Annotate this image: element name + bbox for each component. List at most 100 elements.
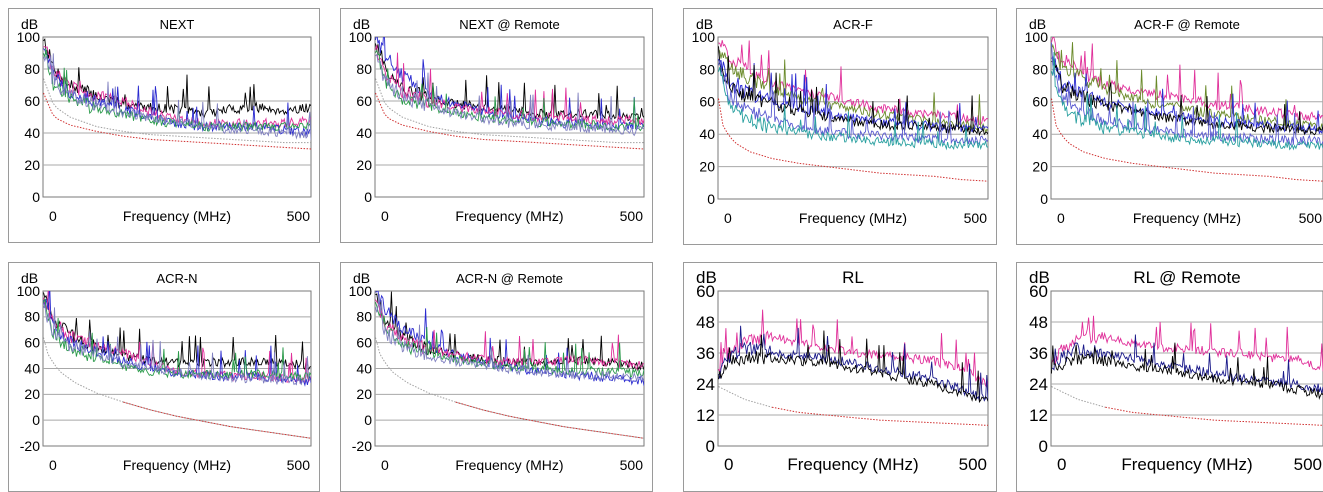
y-tick-label: 36 xyxy=(1029,344,1048,363)
series-line xyxy=(718,60,988,146)
chart-panel-next-remote: 0 20 40 60 80 100 dB NEXT @ Remote 0 500 Frequency… xyxy=(340,8,653,243)
x-tick-label: 500 xyxy=(959,455,987,474)
x-tick-label: 500 xyxy=(1299,210,1323,226)
x-tick-label: 500 xyxy=(1294,455,1322,474)
y-tick-label: 40 xyxy=(1032,126,1048,142)
series-line xyxy=(718,309,988,388)
y-tick-label: 60 xyxy=(24,93,40,109)
y-tick-label: 60 xyxy=(356,335,372,351)
y-tick-label: 100 xyxy=(17,29,41,45)
chart-panel-next: 0 20 40 60 80 100 dB NEXT 0 500 Frequency (MHz) xyxy=(8,8,320,243)
y-axis-label: dB xyxy=(21,16,38,32)
y-tick-label: 0 xyxy=(707,191,715,207)
series-line xyxy=(718,98,988,182)
y-tick-label: 0 xyxy=(32,189,40,205)
chart-panel-acr-n-remote: -20 0 20 40 60 80 100 dB ACR-N @ Remote 0 500 Frequ… xyxy=(340,262,653,492)
x-tick-label: 0 xyxy=(381,208,389,224)
series-line xyxy=(43,53,311,141)
chart-title: ACR-F @ Remote xyxy=(1134,17,1240,32)
series-line xyxy=(43,38,311,119)
x-tick-label: 500 xyxy=(287,457,311,473)
x-axis-label: Frequency (MHz) xyxy=(1133,210,1241,226)
series-line xyxy=(1051,42,1323,147)
y-tick-label: 80 xyxy=(356,61,372,77)
y-tick-label: 40 xyxy=(356,125,372,141)
plot-frame xyxy=(717,36,989,200)
y-tick-label: 40 xyxy=(699,126,715,142)
series-line xyxy=(43,304,311,386)
x-tick-label: 0 xyxy=(49,208,57,224)
series-line xyxy=(375,53,644,137)
x-axis-label: Frequency (MHz) xyxy=(123,208,231,224)
y-axis-label: dB xyxy=(21,270,38,286)
series-line xyxy=(455,401,644,439)
chart-panel-acr-n: -20 0 20 40 60 80 100 dB ACR-N 0 500 Frequency (MHz… xyxy=(8,262,320,492)
y-tick-label: 80 xyxy=(356,309,372,325)
x-tick-label: 500 xyxy=(287,208,311,224)
chart-title: NEXT @ Remote xyxy=(459,17,559,32)
y-tick-label: 60 xyxy=(1029,282,1048,301)
y-tick-label: 24 xyxy=(1029,375,1048,394)
y-tick-label: 20 xyxy=(356,157,372,173)
y-tick-label: 20 xyxy=(356,386,372,402)
x-tick-label: 500 xyxy=(620,457,644,473)
y-tick-label: 0 xyxy=(1039,437,1048,456)
y-axis-label: dB xyxy=(353,270,370,286)
plot-frame xyxy=(374,36,645,198)
y-tick-label: 40 xyxy=(24,125,40,141)
series-line xyxy=(43,292,311,371)
series-line xyxy=(1051,386,1106,408)
y-tick-label: -20 xyxy=(352,438,372,454)
y-tick-label: 80 xyxy=(24,309,40,325)
y-tick-label: 80 xyxy=(699,61,715,77)
y-tick-label: 100 xyxy=(1025,29,1049,45)
plot-frame xyxy=(42,36,312,198)
chart-title: ACR-F xyxy=(833,17,873,32)
y-tick-label: 100 xyxy=(692,29,716,45)
y-tick-label: 0 xyxy=(706,437,715,456)
series-line xyxy=(718,66,988,151)
series-line xyxy=(718,58,988,133)
y-tick-label: 100 xyxy=(17,283,41,299)
x-tick-label: 0 xyxy=(1057,455,1066,474)
x-axis-label: Frequency (MHz) xyxy=(1121,455,1252,474)
series-line xyxy=(123,401,311,439)
y-tick-label: 12 xyxy=(1029,406,1048,425)
chart-panel-acr-f-remote: 0 20 40 60 80 100 dB ACR-F @ Remote 0 500 Frequenc… xyxy=(1016,8,1323,245)
y-tick-label: 100 xyxy=(349,29,373,45)
series-line xyxy=(43,337,311,439)
series-line xyxy=(718,40,988,126)
chart-panel-rl-remote: 0 12 24 36 48 60 dB RL @ Remote 0 500 Frequency (M… xyxy=(1016,262,1323,492)
x-axis-label: Frequency (MHz) xyxy=(787,455,918,474)
x-tick-label: 500 xyxy=(620,208,644,224)
y-tick-label: 80 xyxy=(24,61,40,77)
chart-title: RL xyxy=(842,268,864,287)
y-tick-label: 60 xyxy=(1032,94,1048,110)
series-line xyxy=(43,78,311,144)
y-tick-label: 12 xyxy=(696,406,715,425)
y-tick-label: 20 xyxy=(1032,159,1048,175)
chart-title: ACR-N @ Remote xyxy=(456,271,563,286)
y-tick-label: 40 xyxy=(356,360,372,376)
series-line xyxy=(718,325,988,402)
x-tick-label: 0 xyxy=(1057,210,1065,226)
y-axis-label: dB xyxy=(696,16,713,32)
series-line xyxy=(375,337,644,439)
chart-panel-acr-f: 0 20 40 60 80 100 dB ACR-F 0 500 Frequency (MHz) xyxy=(683,8,997,245)
y-tick-label: 36 xyxy=(696,344,715,363)
series-line xyxy=(771,406,988,426)
y-tick-label: 0 xyxy=(364,189,372,205)
x-tick-label: 0 xyxy=(381,457,389,473)
series-line xyxy=(43,291,311,387)
y-tick-label: 60 xyxy=(356,93,372,109)
y-tick-label: 0 xyxy=(364,412,372,428)
y-tick-label: 80 xyxy=(1032,61,1048,77)
y-axis-label: dB xyxy=(696,268,717,287)
series-line xyxy=(43,298,311,381)
